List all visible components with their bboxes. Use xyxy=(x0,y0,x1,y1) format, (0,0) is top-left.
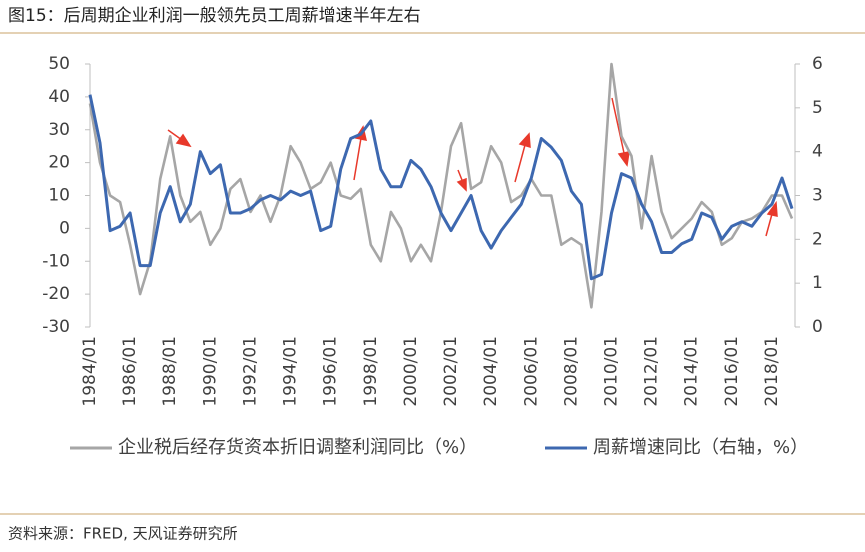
y-tick-label: -10 xyxy=(42,251,70,271)
x-tick-label: 1992/01 xyxy=(240,336,260,407)
legend-label: 周薪增速同比（右轴，%） xyxy=(593,437,808,458)
y-tick-label: 20 xyxy=(48,153,70,173)
x-tick-label: 1986/01 xyxy=(120,336,140,407)
x-tick-label: 2018/01 xyxy=(762,336,782,407)
source: 资料来源：FRED, 天风证券研究所 xyxy=(8,525,238,543)
y2-tick-label: 3 xyxy=(812,186,823,206)
x-tick-label: 2016/01 xyxy=(722,336,742,407)
x-tick-label: 1984/01 xyxy=(80,336,100,407)
y2-tick-label: 1 xyxy=(812,273,823,293)
y2-tick-label: 2 xyxy=(812,229,823,249)
y-tick-label: 50 xyxy=(48,54,70,74)
y2-tick-label: 5 xyxy=(812,98,823,118)
x-tick-label: 2010/01 xyxy=(601,336,621,407)
x-tick-label: 2002/01 xyxy=(441,336,461,407)
y-tick-label: 30 xyxy=(48,120,70,140)
x-tick-label: 1988/01 xyxy=(160,336,180,407)
annotation-arrows xyxy=(167,97,778,237)
x-tick-label: 2014/01 xyxy=(682,336,702,407)
x-tick-label: 1994/01 xyxy=(281,336,301,407)
x-tick-label: 2000/01 xyxy=(401,336,421,407)
series-line xyxy=(88,94,794,281)
x-tick-label: 1990/01 xyxy=(200,336,220,407)
x-tick-label: 2006/01 xyxy=(521,336,541,407)
y2-tick-label: 4 xyxy=(812,142,823,162)
y2-tick-label: 0 xyxy=(812,317,823,337)
y2-tick-label: 6 xyxy=(812,54,823,74)
y-tick-label: 40 xyxy=(48,87,70,107)
x-tick-label: 2008/01 xyxy=(561,336,581,407)
legend-label: 企业税后经存货资本折旧调整利润同比（%） xyxy=(118,437,477,458)
x-tick-label: 2004/01 xyxy=(481,336,501,407)
chart-title: 图15：后周期企业利润一般领先员工周薪增速半年左右 xyxy=(8,6,421,26)
x-tick-label: 1998/01 xyxy=(361,336,381,407)
x-tick-label: 2012/01 xyxy=(642,336,662,407)
y-tick-label: -30 xyxy=(42,317,70,337)
y-tick-label: -20 xyxy=(42,284,70,304)
y-tick-label: 10 xyxy=(48,186,70,206)
x-tick-label: 1996/01 xyxy=(321,336,341,407)
y-tick-label: 0 xyxy=(59,218,70,238)
